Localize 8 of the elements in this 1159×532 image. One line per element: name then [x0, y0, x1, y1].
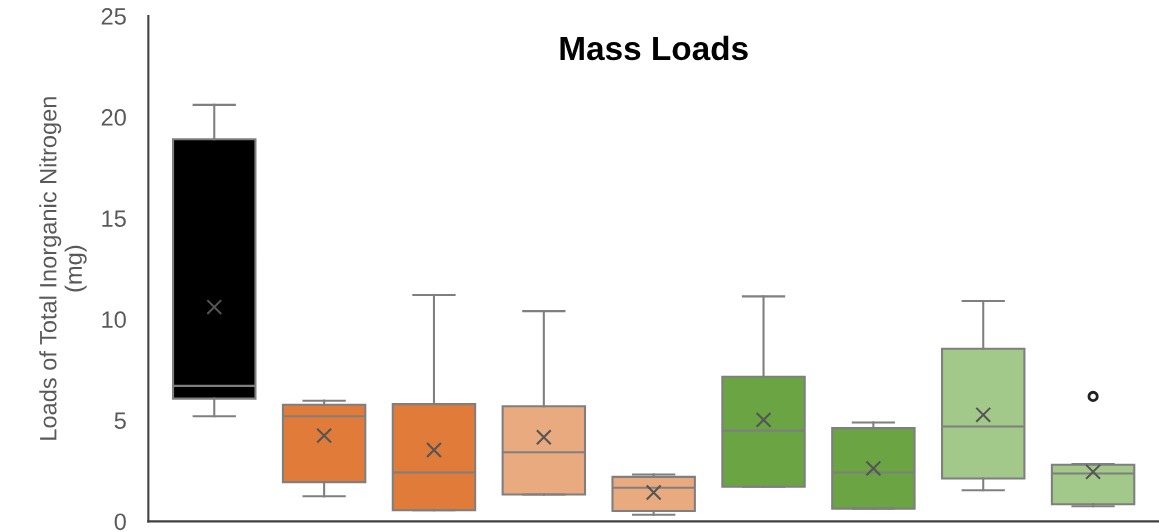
y-axis-title: Loads of Total Inorganic Nitrogen (mg) [39, 97, 87, 440]
y-tick-label: 15 [102, 210, 126, 227]
y-tick-label: 10 [102, 311, 126, 328]
y-tick-label: 5 [114, 412, 126, 430]
chart-title: Mass Loads [560, 35, 748, 61]
y-tick-label: 0 [114, 513, 126, 531]
y-tick-label: 25 [101, 8, 126, 25]
y-tick-label: 20 [101, 109, 126, 126]
